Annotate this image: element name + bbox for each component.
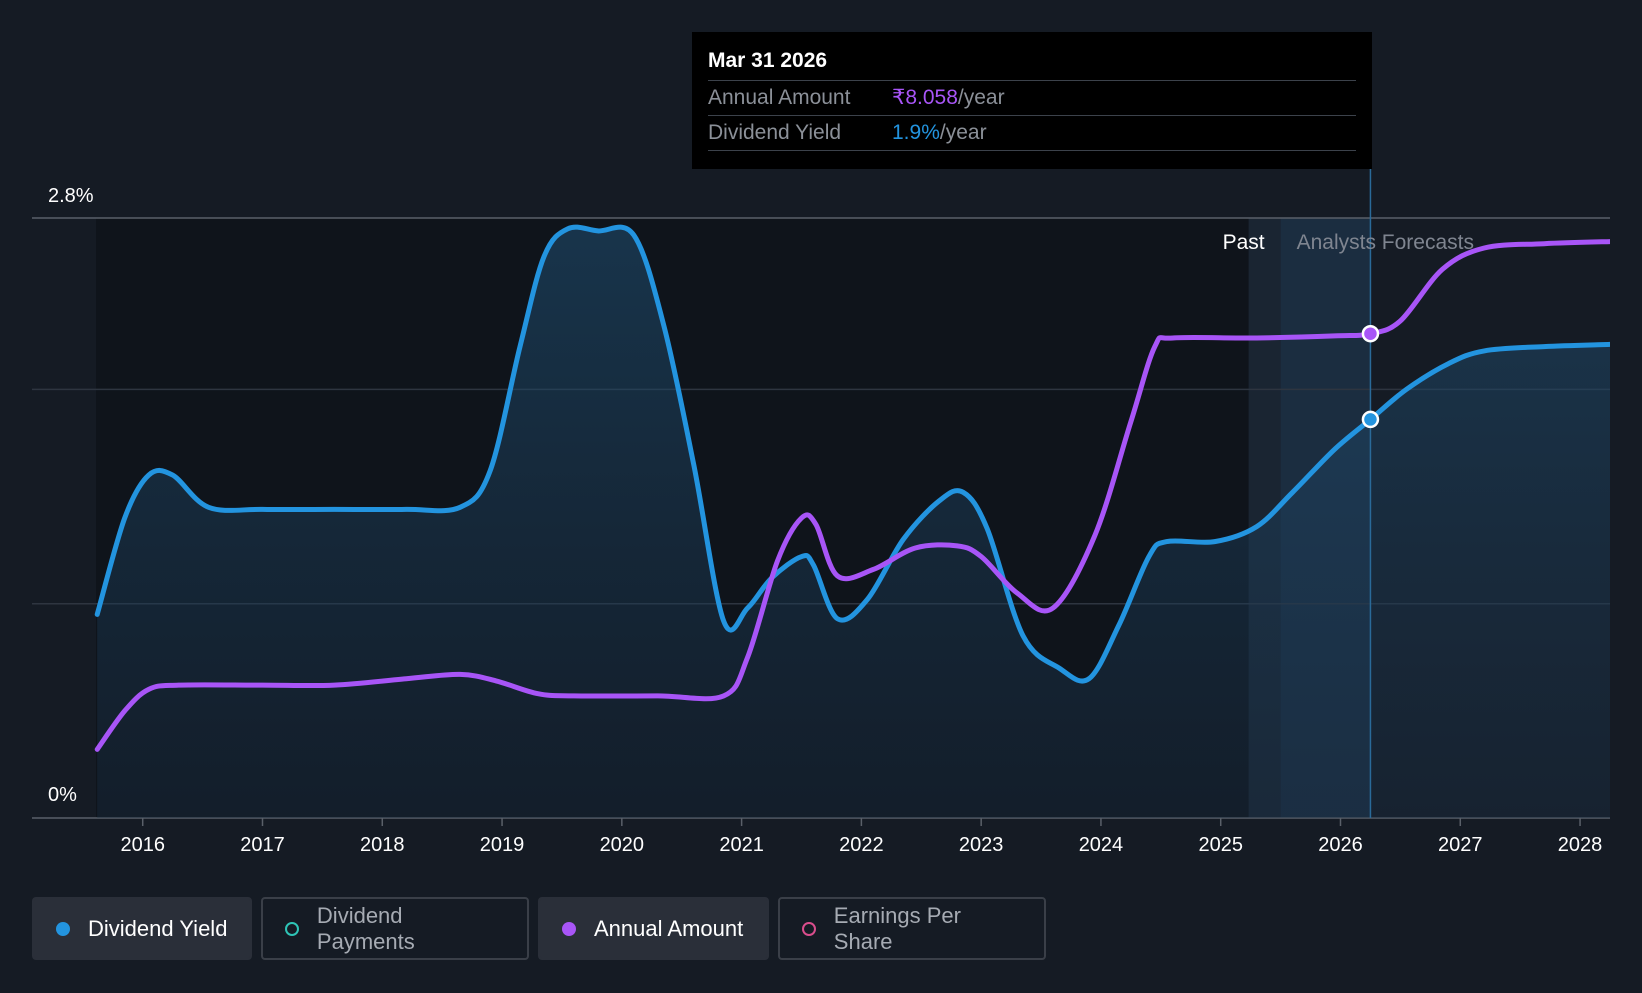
past-label: Past: [1223, 231, 1265, 254]
forecast-label: Analysts Forecasts: [1297, 231, 1474, 254]
annual-amount-line: [94, 239, 1610, 752]
x-tick-label: 2018: [360, 834, 405, 856]
tooltip-date: Mar 31 2026: [708, 49, 828, 72]
legend-label: Dividend Yield: [88, 915, 228, 941]
x-tick-label: 2016: [120, 834, 165, 856]
x-tick-label: 2017: [240, 834, 285, 856]
tooltip-dividend-yield-value: 1.9%: [892, 121, 940, 144]
legend-dividend-payments[interactable]: Dividend Payments: [261, 897, 529, 960]
tooltip-annual-amount-label: Annual Amount: [708, 86, 851, 109]
legend-dot-icon: [802, 921, 816, 936]
legend-dot-icon: [285, 921, 299, 936]
x-tick-label: 2023: [959, 834, 1004, 856]
tooltip-dividend-yield-unit: /year: [939, 121, 987, 144]
x-tick-label: 2019: [480, 834, 525, 856]
x-tick-label: 2021: [719, 834, 764, 856]
dividend-yield-area: [97, 227, 1610, 818]
legend-dot-icon: [562, 921, 576, 936]
tooltip-annual-amount-unit: /year: [957, 86, 1005, 109]
tooltip-row-dividend-yield: Dividend Yield 1.9% /year: [708, 115, 1356, 151]
dividend-yield-line: [94, 224, 1610, 684]
x-tick-label: 2028: [1558, 834, 1603, 856]
tooltip: Mar 31 2026 Annual Amount ₹8.058 /year D…: [692, 32, 1372, 169]
y-axis-top-label: 2.8%: [48, 185, 94, 207]
y-axis-bottom-label: 0%: [48, 784, 77, 806]
x-tick-label: 2024: [1079, 834, 1124, 856]
legend-dot-icon: [56, 921, 70, 936]
dividend-yield-marker: [1361, 410, 1380, 429]
legend-label: Dividend Payments: [316, 902, 415, 954]
legend: Dividend Yield Dividend Payments Annual …: [32, 897, 1046, 960]
legend-dividend-yield[interactable]: Dividend Yield: [32, 897, 252, 960]
x-tick-label: 2022: [839, 834, 884, 856]
annual-amount-marker: [1361, 324, 1380, 343]
tooltip-row-annual-amount: Annual Amount ₹8.058 /year: [708, 80, 1356, 115]
legend-annual-amount[interactable]: Annual Amount: [538, 897, 769, 960]
x-tick-label: 2025: [1198, 834, 1243, 856]
tooltip-dividend-yield-label: Dividend Yield: [708, 121, 842, 144]
legend-label: Annual Amount: [594, 915, 744, 941]
legend-label: Earnings Per Share: [833, 902, 961, 954]
x-tick-label: 2026: [1318, 834, 1363, 856]
x-tick-label: 2020: [600, 834, 645, 856]
legend-earnings-per-share[interactable]: Earnings Per Share: [778, 897, 1046, 960]
x-tick-label: 2027: [1438, 834, 1483, 856]
tooltip-annual-amount-value: ₹8.058: [892, 86, 958, 109]
